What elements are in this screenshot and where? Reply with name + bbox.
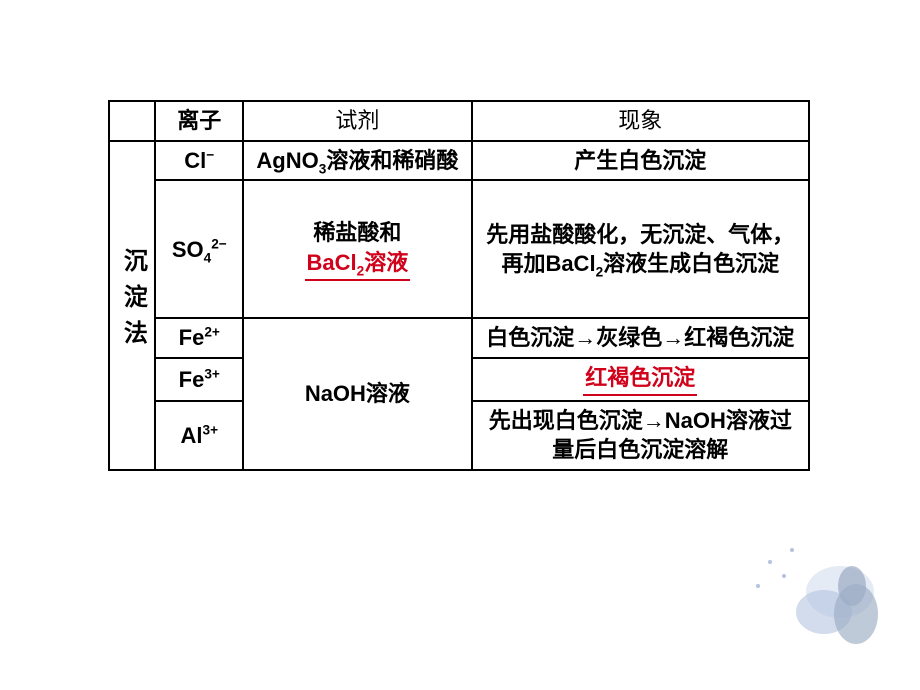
phenomenon-al3: 先出现白色沉淀→NaOH溶液过量后白色沉淀溶解: [472, 401, 809, 470]
method-cell: 沉淀法: [109, 141, 155, 470]
row-cl: 沉淀法 Cl− AgNO3溶液和稀硝酸 产生白色沉淀: [109, 141, 809, 181]
reagent-so4-prefix: 稀盐酸和: [313, 220, 401, 245]
reagent-so4: 稀盐酸和 BaCl2溶液: [243, 180, 471, 318]
reagent-so4-highlight: BaCl2溶液: [305, 248, 411, 281]
phenomenon-fe2: 白色沉淀→灰绿色→红褐色沉淀: [472, 318, 809, 358]
ion-so4: SO42−: [155, 180, 243, 318]
slide: 离子 试剂 现象 沉淀法 Cl− AgNO3溶液和稀硝酸 产生白色沉淀 SO42…: [0, 0, 920, 690]
method-label: 沉淀法: [116, 248, 148, 356]
header-row: 离子 试剂 现象: [109, 101, 809, 141]
row-so4: SO42− 稀盐酸和 BaCl2溶液 先用盐酸酸化，无沉淀、气体，再加BaCl2…: [109, 180, 809, 318]
phenomenon-cl: 产生白色沉淀: [472, 141, 809, 181]
precipitation-table: 离子 试剂 现象 沉淀法 Cl− AgNO3溶液和稀硝酸 产生白色沉淀 SO42…: [108, 100, 810, 471]
phenomenon-fe3: 红褐色沉淀: [472, 358, 809, 401]
ion-fe2: Fe2+: [155, 318, 243, 358]
phenomenon-so4: 先用盐酸酸化，无沉淀、气体，再加BaCl2溶液生成白色沉淀: [472, 180, 809, 318]
header-phenomenon: 现象: [472, 101, 809, 141]
butterfly-icon: [730, 532, 900, 662]
reagent-naoh: NaOH溶液: [243, 318, 471, 470]
phenomenon-fe3-highlight: 红褐色沉淀: [583, 363, 697, 396]
ion-cl: Cl−: [155, 141, 243, 181]
row-fe2: Fe2+ NaOH溶液 白色沉淀→灰绿色→红褐色沉淀: [109, 318, 809, 358]
ion-al3: Al3+: [155, 401, 243, 470]
header-blank: [109, 101, 155, 141]
header-ion: 离子: [155, 101, 243, 141]
reagent-cl: AgNO3溶液和稀硝酸: [243, 141, 471, 181]
header-reagent: 试剂: [243, 101, 471, 141]
ion-fe3: Fe3+: [155, 358, 243, 401]
